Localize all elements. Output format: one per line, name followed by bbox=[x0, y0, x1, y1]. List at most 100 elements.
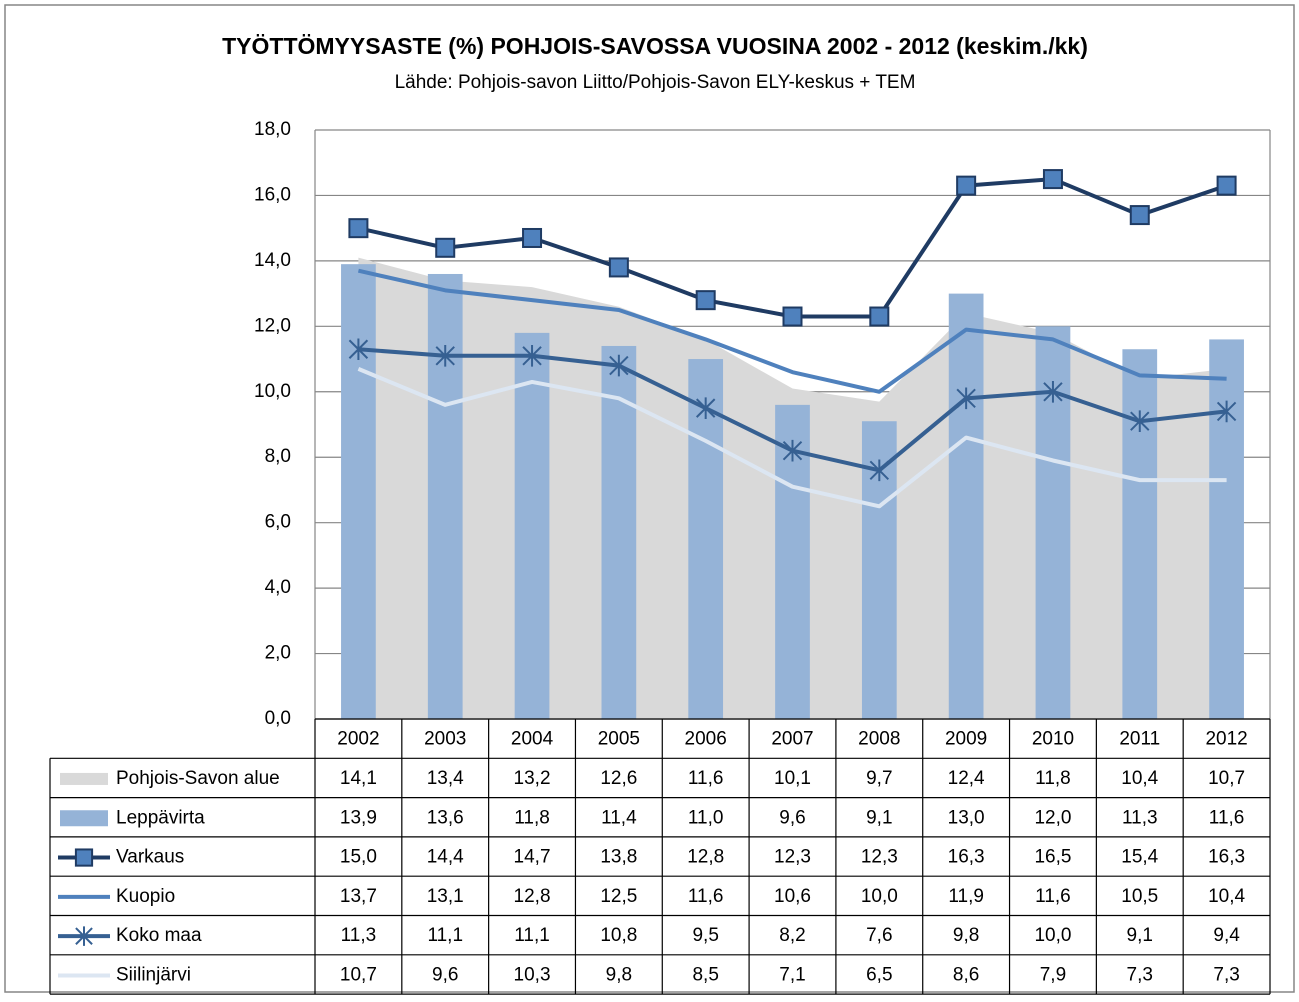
table-value: 12,3 bbox=[774, 847, 811, 868]
y-tick-label: 14,0 bbox=[254, 250, 291, 271]
legend-label: Pohjois-Savon alue bbox=[116, 768, 280, 789]
bar bbox=[427, 273, 463, 719]
bar bbox=[948, 293, 984, 719]
table-value: 13,9 bbox=[340, 807, 377, 828]
marker bbox=[956, 387, 976, 410]
table-value: 12,6 bbox=[600, 768, 637, 789]
table-value: 9,8 bbox=[606, 964, 632, 985]
table-value: 10,0 bbox=[1034, 925, 1071, 946]
table-value: 12,3 bbox=[861, 847, 898, 868]
table-value: 11,1 bbox=[427, 925, 463, 946]
y-tick-label: 6,0 bbox=[265, 512, 291, 533]
table-value: 14,1 bbox=[340, 768, 377, 789]
marker bbox=[782, 439, 803, 462]
marker bbox=[348, 218, 369, 239]
marker bbox=[435, 237, 456, 258]
legend-label: Leppävirta bbox=[116, 807, 205, 828]
x-tick-label: 2011 bbox=[1119, 729, 1160, 750]
x-tick-label: 2007 bbox=[771, 729, 813, 750]
table-value: 9,7 bbox=[866, 768, 892, 789]
table-value: 12,5 bbox=[600, 886, 637, 907]
marker bbox=[609, 354, 629, 377]
table-value: 10,3 bbox=[514, 964, 551, 985]
bar bbox=[1209, 339, 1244, 719]
table-value: 11,6 bbox=[688, 886, 724, 907]
marker bbox=[869, 306, 890, 327]
table-value: 14,7 bbox=[514, 847, 551, 868]
y-tick-label: 0,0 bbox=[265, 708, 291, 729]
chart-title: TYÖTTÖMYYSASTE (%) POHJOIS-SAVOSSA VUOSI… bbox=[222, 33, 1088, 59]
table-value: 16,5 bbox=[1034, 847, 1071, 868]
table-value: 10,8 bbox=[600, 925, 637, 946]
table-value: 7,6 bbox=[866, 925, 892, 946]
bar bbox=[1122, 349, 1158, 719]
y-tick-label: 2,0 bbox=[265, 643, 291, 664]
table-value: 9,6 bbox=[779, 807, 805, 828]
table-value: 9,1 bbox=[1127, 925, 1153, 946]
table-value: 13,4 bbox=[427, 768, 464, 789]
table-value: 13,6 bbox=[427, 807, 464, 828]
x-tick-label: 2009 bbox=[945, 729, 987, 750]
table-value: 14,4 bbox=[427, 847, 464, 868]
table-value: 11,8 bbox=[514, 807, 550, 828]
table-value: 10,1 bbox=[774, 768, 811, 789]
table-value: 9,6 bbox=[432, 964, 458, 985]
marker bbox=[435, 344, 455, 367]
marker bbox=[695, 290, 716, 311]
table-value: 9,8 bbox=[953, 925, 979, 946]
legend-swatch bbox=[60, 810, 108, 827]
marker bbox=[1216, 400, 1237, 423]
table-value: 7,3 bbox=[1127, 964, 1153, 985]
x-tick-label: 2010 bbox=[1032, 729, 1074, 750]
table-value: 10,4 bbox=[1121, 768, 1158, 789]
legend-swatch bbox=[60, 772, 108, 785]
table-value: 9,5 bbox=[692, 925, 718, 946]
table-value: 6,5 bbox=[866, 964, 892, 985]
table-value: 12,8 bbox=[514, 886, 551, 907]
table-value: 13,7 bbox=[340, 886, 377, 907]
table-value: 9,1 bbox=[866, 807, 892, 828]
line bbox=[357, 268, 1227, 394]
marker bbox=[782, 306, 803, 327]
bar bbox=[341, 264, 376, 719]
table-value: 13,0 bbox=[948, 807, 985, 828]
table-value: 8,5 bbox=[692, 964, 718, 985]
bar bbox=[601, 345, 637, 719]
table-value: 10,7 bbox=[1208, 768, 1245, 789]
table-value: 15,4 bbox=[1121, 847, 1158, 868]
table-value: 11,6 bbox=[688, 768, 724, 789]
table-value: 12,4 bbox=[948, 768, 985, 789]
table-value: 11,6 bbox=[1209, 807, 1245, 828]
table-value: 7,3 bbox=[1213, 964, 1239, 985]
table-value: 11,6 bbox=[1035, 886, 1071, 907]
x-tick-label: 2005 bbox=[598, 729, 640, 750]
x-tick-label: 2003 bbox=[424, 729, 466, 750]
table-value: 8,6 bbox=[953, 964, 979, 985]
marker bbox=[869, 459, 890, 482]
y-tick-label: 10,0 bbox=[254, 381, 291, 402]
table-value: 13,2 bbox=[514, 768, 551, 789]
marker bbox=[1043, 380, 1063, 403]
table-value: 11,3 bbox=[341, 925, 377, 946]
table-value: 10,5 bbox=[1121, 886, 1158, 907]
line bbox=[357, 367, 1227, 509]
marker bbox=[522, 344, 542, 367]
table-value: 16,3 bbox=[1208, 847, 1245, 868]
marker bbox=[608, 257, 629, 278]
table-value: 10,0 bbox=[861, 886, 898, 907]
x-tick-label: 2002 bbox=[337, 729, 379, 750]
table-value: 7,9 bbox=[1040, 964, 1066, 985]
table-value: 9,4 bbox=[1213, 925, 1240, 946]
bar bbox=[514, 332, 550, 719]
table-value: 11,3 bbox=[1122, 807, 1158, 828]
table-value: 15,0 bbox=[340, 847, 377, 868]
y-tick-label: 4,0 bbox=[265, 577, 291, 598]
marker bbox=[74, 848, 94, 867]
table-value: 13,8 bbox=[600, 847, 637, 868]
y-tick-label: 8,0 bbox=[265, 446, 291, 467]
x-tick-label: 2008 bbox=[858, 729, 900, 750]
table-value: 12,8 bbox=[687, 847, 724, 868]
legend-label: Kuopio bbox=[116, 886, 175, 907]
legend-label: Varkaus bbox=[116, 847, 184, 868]
table-value: 11,1 bbox=[514, 925, 550, 946]
